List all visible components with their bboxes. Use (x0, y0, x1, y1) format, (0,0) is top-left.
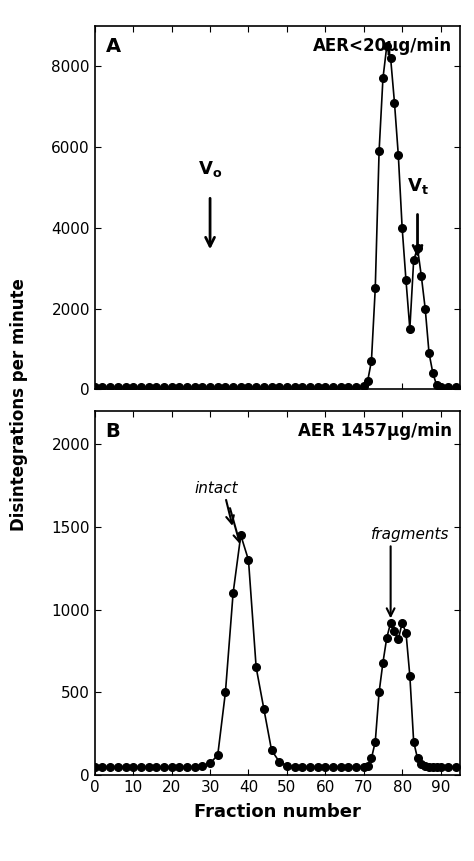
Text: fragments: fragments (372, 527, 450, 542)
Text: intact: intact (195, 480, 238, 496)
X-axis label: Fraction number: Fraction number (194, 803, 361, 821)
Text: $\bf{V_t}$: $\bf{V_t}$ (407, 176, 428, 195)
Text: $\bf{V_o}$: $\bf{V_o}$ (198, 159, 222, 179)
Text: B: B (106, 422, 120, 441)
Text: Disintegrations per minute: Disintegrations per minute (10, 278, 28, 531)
Text: AER 1457μg/min: AER 1457μg/min (299, 422, 453, 440)
Text: AER<20μg/min: AER<20μg/min (313, 37, 453, 55)
Text: A: A (106, 37, 121, 56)
